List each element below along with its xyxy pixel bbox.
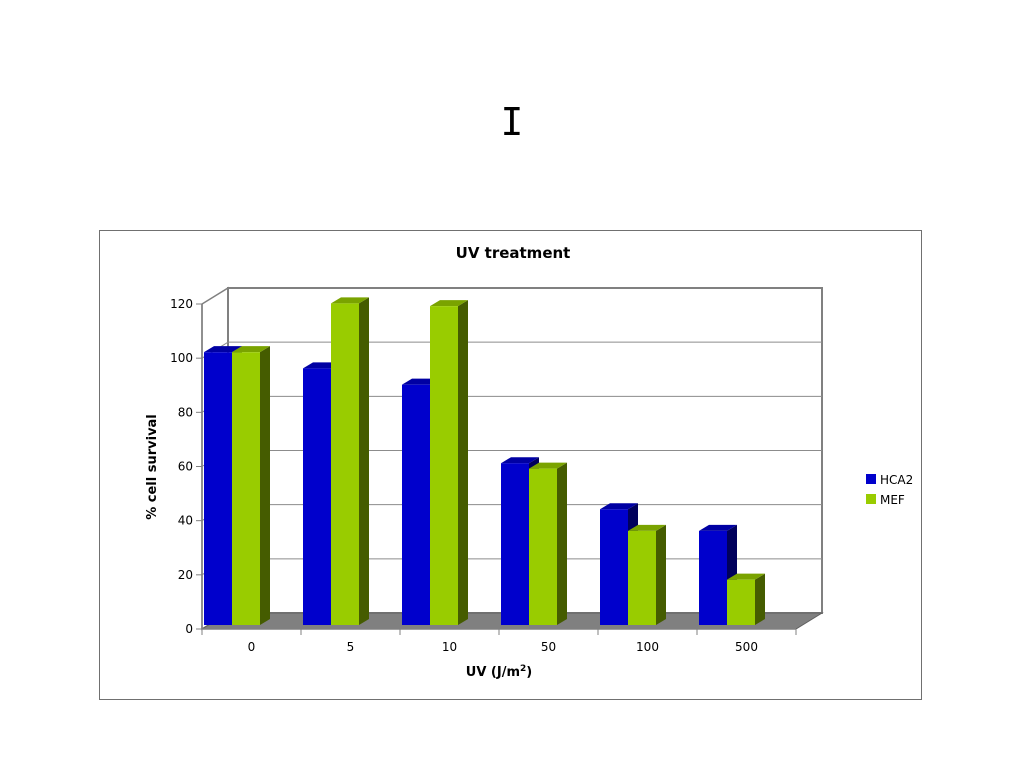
bar-top — [331, 297, 369, 304]
x-tick-label: 500 — [735, 640, 758, 654]
bar-front — [232, 352, 260, 625]
bar-mef-0 — [232, 346, 270, 625]
bar-front — [628, 530, 656, 625]
bar-top — [699, 524, 737, 531]
y-tick-label: 80 — [178, 405, 193, 419]
bar-front — [402, 384, 430, 625]
legend-swatch-mef — [866, 494, 876, 504]
bar-front — [430, 306, 458, 625]
bar-top — [727, 573, 765, 580]
x-tick-label: 100 — [636, 640, 659, 654]
x-tick-label: 0 — [248, 640, 256, 654]
bar-side — [656, 524, 666, 625]
y-tick-label: 40 — [178, 514, 193, 528]
chart-title: UV treatment — [456, 244, 571, 262]
x-tick-label: 10 — [442, 640, 457, 654]
bar-top — [628, 524, 666, 531]
bars — [204, 297, 765, 625]
x-tick-label: 50 — [541, 640, 556, 654]
bar-top — [204, 346, 242, 353]
bar-front — [529, 468, 557, 625]
bar-side — [557, 462, 567, 625]
bar-mef-100 — [628, 524, 666, 625]
y-axis-label: % cell survival — [145, 414, 160, 520]
y-tick-label: 20 — [178, 568, 193, 582]
legend-swatch-hca2 — [866, 474, 876, 484]
bar-side — [359, 297, 369, 625]
bar-front — [303, 368, 331, 625]
y-tick-label: 100 — [170, 351, 193, 365]
legend-label-mef: MEF — [880, 493, 905, 507]
legend: HCA2 MEF — [866, 473, 913, 507]
bar-front — [600, 509, 628, 625]
y-tick-label: 60 — [178, 460, 193, 474]
bar-front — [331, 303, 359, 625]
legend-label-hca2: HCA2 — [880, 473, 913, 487]
slide-title: I — [500, 100, 524, 144]
bar-front — [699, 530, 727, 625]
bar-top — [501, 457, 539, 464]
bar-mef-500 — [727, 573, 765, 625]
bar-top — [232, 346, 270, 353]
x-axis-label-main: UV (J/m — [466, 665, 520, 680]
bar-top — [430, 300, 468, 307]
y-tick-label: 120 — [170, 297, 193, 311]
x-axis-label-superscript: 2 — [520, 664, 526, 674]
bar-front — [727, 579, 755, 625]
x-axis-label-suffix: ) — [526, 665, 532, 680]
x-axis-label: UV (J/m2) — [466, 664, 532, 680]
y-axis: 0 20 40 60 80 100 120 — [170, 297, 203, 636]
bar-side — [755, 573, 765, 625]
bar-side — [260, 346, 270, 625]
y-tick-label: 0 — [185, 622, 193, 636]
bar-mef-50 — [529, 462, 567, 625]
bar-front — [501, 463, 529, 625]
bar-front — [204, 352, 232, 625]
bar-chart: UV treatment 0 20 40 60 80 100 120 0 5 10 50 100 50… — [145, 244, 913, 680]
bar-top — [600, 503, 638, 510]
x-tick-label: 5 — [347, 640, 355, 654]
chart-frame: UV treatment 0 20 40 60 80 100 120 0 5 10 50 100 50… — [99, 230, 922, 700]
x-axis: 0 5 10 50 100 500 — [201, 628, 797, 654]
bar-side — [458, 300, 468, 625]
bar-mef-10 — [430, 300, 468, 625]
bar-mef-5 — [331, 297, 369, 625]
bar-top — [529, 462, 567, 469]
